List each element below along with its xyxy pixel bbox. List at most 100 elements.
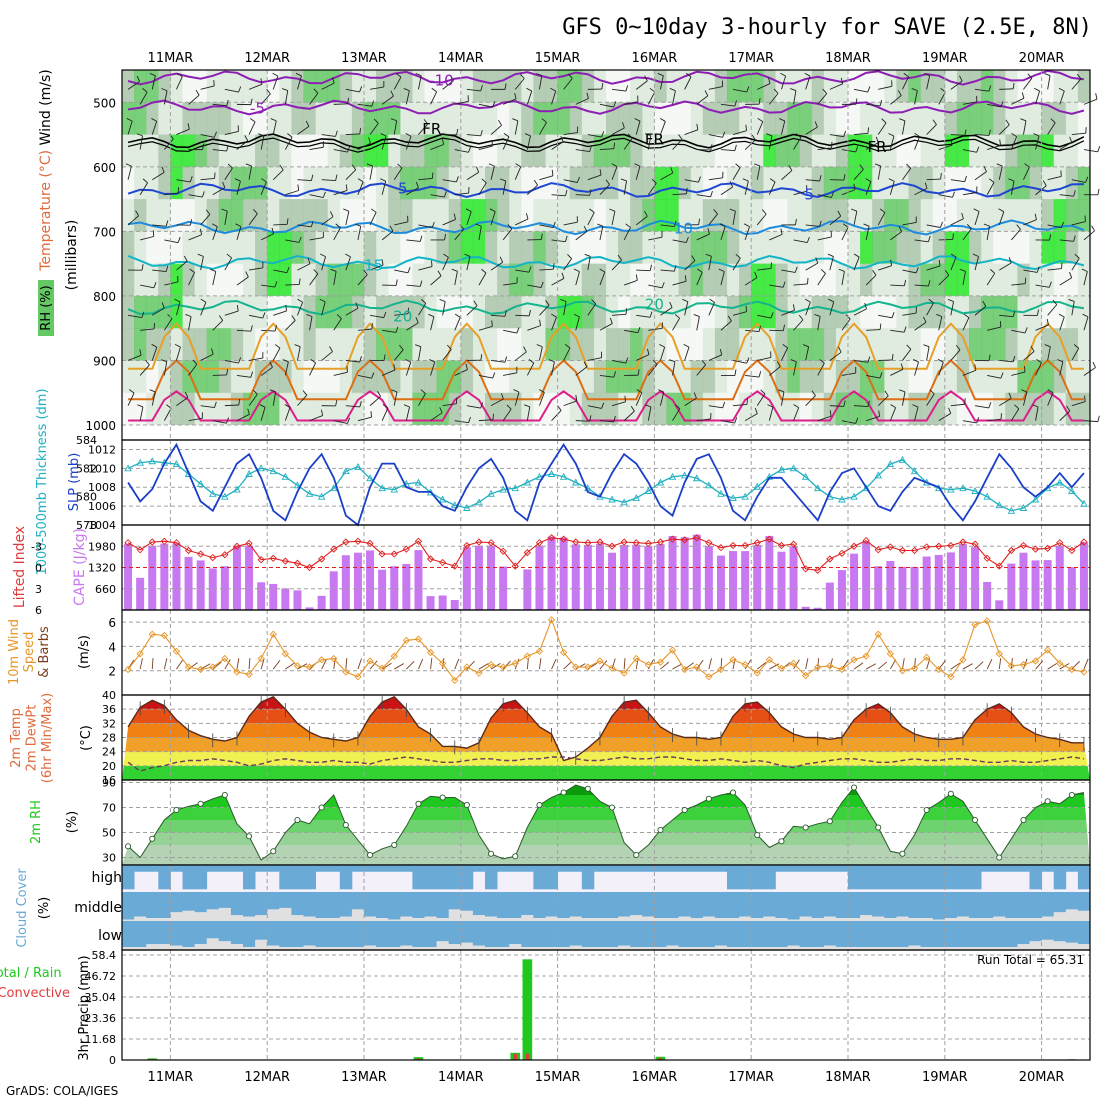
rh-cell — [932, 263, 946, 297]
wind-barb — [623, 137, 633, 150]
wind-barb-flag — [875, 136, 879, 143]
cloud-gap-cell — [255, 939, 268, 950]
rh-cell — [509, 70, 522, 103]
rh-cell — [569, 328, 583, 361]
surface-wind-barb — [490, 662, 501, 670]
thickness-point — [1007, 506, 1016, 514]
cloud-gap-cell — [642, 947, 655, 950]
wind-barb-flag — [371, 372, 375, 379]
cloud-cell — [908, 921, 921, 946]
wind-barb — [793, 283, 808, 286]
cloud-cell — [146, 892, 159, 919]
rh-cell — [848, 166, 861, 200]
wind-barb-flag — [1024, 327, 1028, 334]
rh-cell — [364, 70, 377, 103]
rh-cell — [364, 328, 377, 361]
wind-barb-flag — [1012, 355, 1016, 362]
rh-cell — [630, 134, 643, 168]
wind-barb — [587, 256, 591, 271]
wind-speed-point — [668, 646, 677, 654]
wind-barb-flag — [1052, 299, 1058, 305]
wind-barb-flag — [441, 138, 445, 145]
rh-cell — [460, 328, 474, 361]
li-point — [390, 550, 398, 558]
thickness-point — [1031, 495, 1040, 503]
wind-barb — [163, 90, 168, 105]
rh-cell — [485, 263, 498, 297]
rh-cell — [811, 70, 825, 103]
wind-barb-flag — [297, 184, 300, 191]
wind-barb — [309, 237, 324, 241]
rh-cell — [763, 134, 776, 168]
rh-point — [294, 816, 301, 824]
thickness-tick: 584 — [76, 434, 97, 447]
rh-cell — [860, 328, 873, 361]
wind-barb — [502, 98, 517, 105]
wind-barb — [200, 353, 214, 361]
thickness-point — [898, 455, 907, 463]
wind-barb — [744, 413, 758, 422]
wind-barb — [357, 375, 372, 379]
wind-barb-flag — [1073, 190, 1076, 197]
cloud-cell — [787, 865, 800, 872]
wind-barb-flag — [391, 389, 398, 393]
wind-speed-point — [850, 656, 858, 664]
rh-cell — [872, 231, 885, 265]
cape-bar — [668, 535, 677, 610]
wind-barb — [805, 395, 816, 406]
cloud-cell — [872, 865, 885, 890]
cloud-gap-cell — [1041, 939, 1055, 950]
wind-barb — [781, 347, 789, 361]
wind-barb-flag — [722, 131, 726, 138]
wind-barb-flag — [291, 315, 296, 321]
wind-barb-flag — [657, 73, 664, 77]
wind-barb — [962, 101, 977, 105]
wind-barb-flag — [773, 88, 779, 94]
cloud-cell — [267, 921, 280, 946]
rh-cell — [642, 263, 655, 297]
wind-barb — [1047, 268, 1062, 271]
cape-bar — [487, 545, 496, 610]
wind-barb — [526, 135, 531, 150]
cloud-cell — [448, 921, 462, 945]
wind-barb-flag — [274, 325, 277, 332]
rh-cell — [981, 102, 994, 136]
wind-barb-flag — [407, 267, 411, 274]
cape-bar — [124, 543, 133, 610]
wind-barb — [1047, 176, 1062, 181]
rh-cell — [364, 263, 377, 297]
rh-cell — [218, 392, 232, 426]
isotherm-label: FR — [422, 120, 441, 138]
cloud-gap-cell — [485, 916, 498, 921]
rh-cell — [1041, 328, 1055, 361]
wind-barb — [297, 224, 312, 228]
cloud-gap-cell — [412, 947, 425, 950]
wind-barb — [866, 416, 880, 422]
wind-barb-flag — [828, 298, 834, 303]
cloud-cell — [751, 892, 764, 919]
rh-cell — [606, 231, 619, 265]
wind-barb — [853, 211, 858, 225]
wind-barb — [611, 360, 626, 364]
wind-speed-point — [644, 661, 652, 669]
wind-barb — [902, 168, 912, 180]
wind-barb-flag — [1020, 118, 1027, 122]
rh-cell — [315, 199, 329, 232]
rh-cell — [739, 70, 752, 103]
rh-cell — [122, 328, 135, 361]
wind-barb — [865, 181, 872, 195]
wind-speed-point — [330, 654, 338, 663]
cloud-cell — [412, 921, 425, 948]
wind-barb-flag — [492, 372, 496, 379]
li-point — [971, 540, 979, 548]
rh-cell — [255, 231, 268, 265]
li-point — [777, 541, 786, 550]
wind-barb-flag — [373, 118, 379, 124]
rh-cell — [908, 328, 922, 361]
rh-cell — [654, 360, 667, 394]
wind-barb-flag — [1042, 180, 1047, 186]
wind-barb-flag — [806, 236, 810, 243]
wind-barb — [478, 325, 493, 331]
wind-barb — [188, 272, 195, 286]
